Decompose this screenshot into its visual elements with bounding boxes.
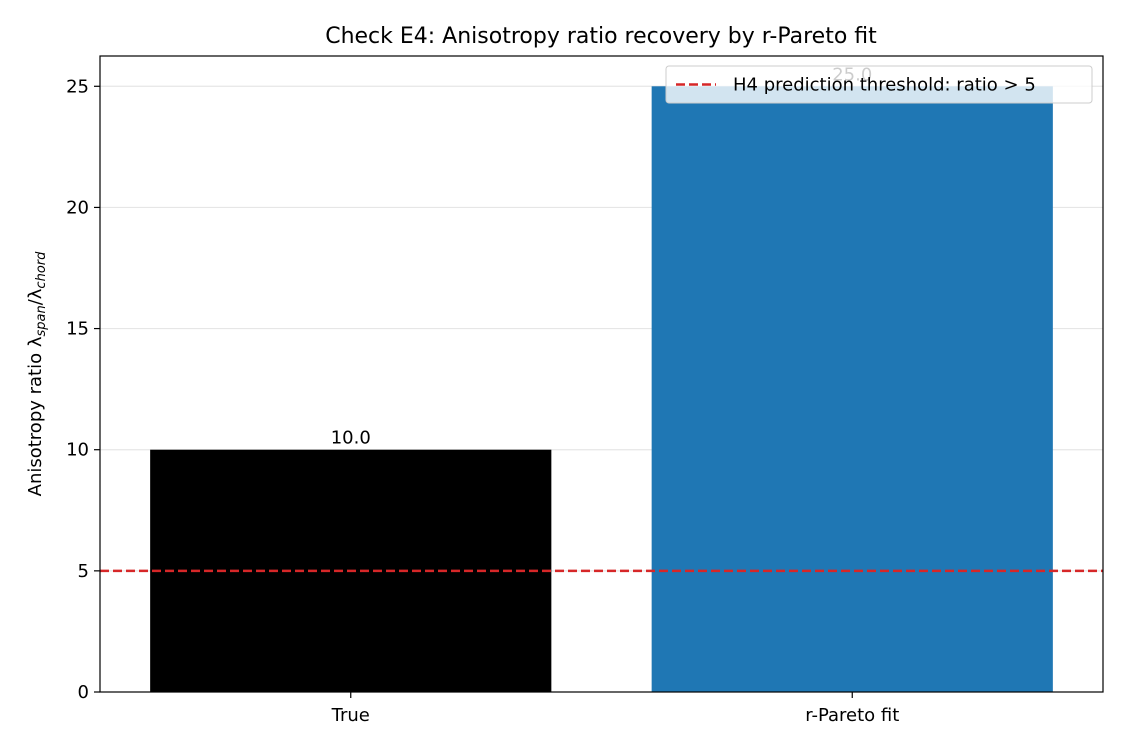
y-tick-label: 25 — [66, 76, 89, 97]
x-tick-label: True — [331, 705, 370, 726]
y-axis-label-part: Anisotropy ratio λ — [25, 336, 46, 496]
y-tick-label: 5 — [78, 561, 89, 582]
legend: H4 prediction threshold: ratio > 5 — [665, 65, 1093, 104]
y-tick-label: 20 — [66, 197, 89, 218]
bar-2 — [651, 86, 1053, 693]
y-axis-label-part: /λ — [25, 288, 46, 305]
legend-threshold-label: H4 prediction threshold: ratio > 5 — [733, 75, 1036, 96]
y-axis-label-subscript: chord — [34, 251, 49, 289]
bars — [150, 86, 1053, 693]
y-axis-label-subscript: span — [34, 305, 49, 336]
legend-box — [665, 65, 1093, 104]
x-axis-ticks: True r-Pareto fit — [331, 692, 899, 726]
plot-frame — [99, 55, 1104, 693]
x-tick-label: r-Pareto fit — [805, 705, 899, 726]
chart-title: Check E4: Anisotropy ratio recovery by r… — [325, 24, 877, 49]
y-tick-label: 10 — [66, 440, 89, 461]
y-axis-label: Anisotropy ratio λspan/λchord — [25, 251, 49, 497]
y-tick-label: 0 — [78, 682, 89, 703]
y-tick-label: 15 — [66, 319, 89, 340]
y-axis-ticks: 0 5 10 15 20 25 — [66, 76, 100, 703]
bar-value-label: 10.0 — [331, 428, 371, 449]
